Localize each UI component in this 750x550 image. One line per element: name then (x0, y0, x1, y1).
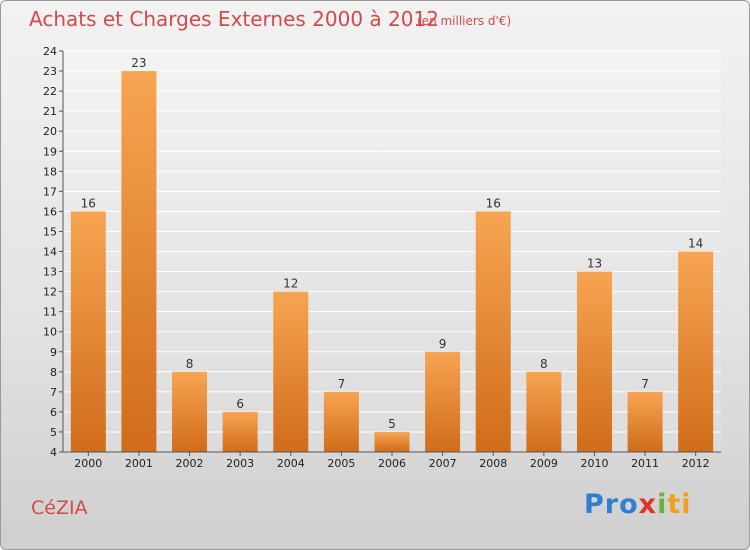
data-label-2000: 16 (81, 196, 96, 210)
bar-2007 (425, 351, 461, 452)
x-tick-label: 2010 (580, 457, 608, 470)
data-label-2001: 23 (131, 56, 146, 70)
bar-2010 (576, 271, 612, 452)
y-tick-label: 20 (43, 125, 57, 138)
bar-2000 (70, 211, 106, 452)
x-tick-label: 2009 (530, 457, 558, 470)
chart-title: Achats et Charges Externes 2000 à 2012 (29, 7, 439, 31)
place-name: CéZIA (31, 497, 88, 519)
data-label-2004: 12 (283, 277, 298, 291)
y-tick-label: 23 (43, 65, 57, 78)
y-tick-label: 10 (43, 326, 57, 339)
y-tick-label: 6 (50, 406, 57, 419)
data-label-2007: 9 (439, 337, 447, 351)
data-label-2003: 6 (236, 397, 244, 411)
y-tick-label: 9 (50, 346, 57, 359)
y-tick-label: 16 (43, 205, 57, 218)
x-tick-label: 2003 (226, 457, 254, 470)
chart-subtitle: (en milliers d'€) (417, 14, 512, 28)
bar-2001 (121, 71, 157, 453)
x-tick-label: 2012 (682, 457, 710, 470)
y-tick-label: 12 (43, 286, 57, 299)
proxiti-logo: Proxiti (584, 489, 692, 520)
data-label-2002: 8 (186, 357, 194, 371)
y-tick-label: 4 (50, 446, 57, 459)
x-tick-label: 2007 (429, 457, 457, 470)
y-tick-label: 17 (43, 185, 57, 198)
y-tick-label: 15 (43, 225, 57, 238)
y-tick-label: 11 (43, 306, 57, 319)
data-label-2006: 5 (388, 417, 396, 431)
y-tick-label: 19 (43, 145, 57, 158)
x-tick-label: 2001 (125, 457, 153, 470)
y-tick-label: 8 (50, 366, 57, 379)
x-tick-label: 2004 (277, 457, 305, 470)
y-tick-label: 21 (43, 105, 57, 118)
bar-2011 (627, 391, 663, 452)
y-tick-label: 13 (43, 266, 57, 279)
data-label-2005: 7 (338, 377, 346, 391)
x-tick-label: 2008 (479, 457, 507, 470)
data-label-2009: 8 (540, 357, 548, 371)
data-label-2011: 7 (641, 377, 649, 391)
x-tick-label: 2005 (327, 457, 355, 470)
y-tick-label: 24 (43, 45, 57, 58)
x-tick-label: 2011 (631, 457, 659, 470)
y-tick-label: 7 (50, 386, 57, 399)
bar-2009 (526, 371, 562, 452)
bar-2002 (172, 371, 208, 452)
data-label-2012: 14 (688, 237, 703, 251)
data-label-2008: 16 (486, 196, 501, 210)
bar-2006 (374, 431, 410, 452)
data-label-2010: 13 (587, 257, 602, 271)
y-tick-label: 14 (43, 246, 57, 259)
bar-2008 (475, 211, 511, 452)
bar-2005 (323, 391, 359, 452)
y-tick-label: 18 (43, 165, 57, 178)
y-tick-label: 22 (43, 85, 57, 98)
bar-2004 (273, 291, 309, 452)
bar-2003 (222, 411, 258, 452)
x-tick-label: 2000 (74, 457, 102, 470)
bar-2012 (678, 251, 714, 452)
x-tick-label: 2006 (378, 457, 406, 470)
x-tick-label: 2002 (176, 457, 204, 470)
y-tick-label: 5 (50, 426, 57, 439)
